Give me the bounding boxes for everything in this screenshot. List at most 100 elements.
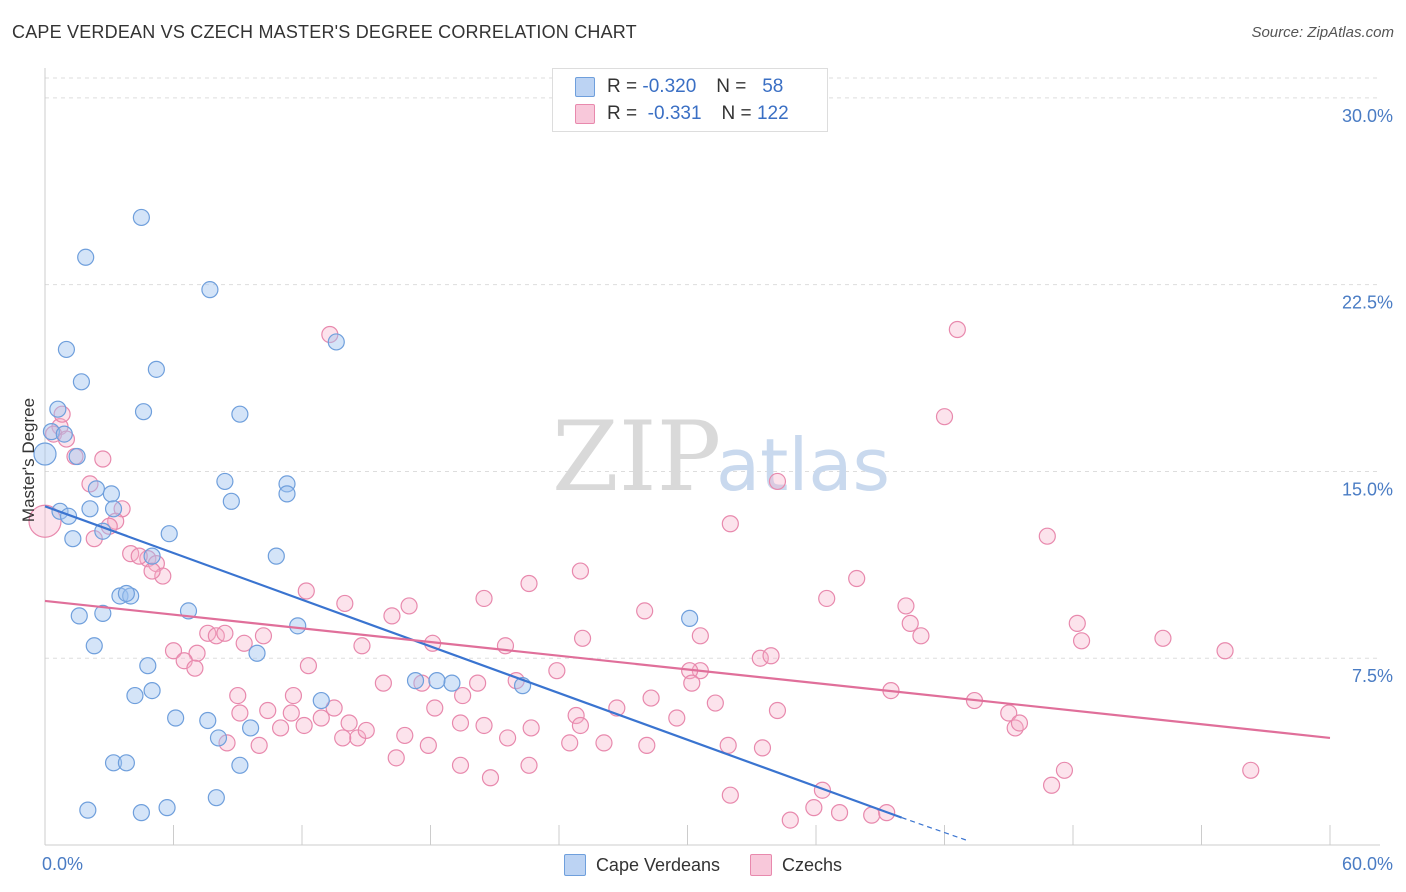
- czech-point-92: [561, 734, 579, 752]
- cape-verdean-point-49: [242, 719, 260, 737]
- cape-verdean-point-9: [231, 405, 249, 423]
- czech-point-118: [218, 734, 236, 752]
- czech-point-41: [691, 627, 709, 645]
- x-tick-label-max: 60.0%: [1342, 854, 1393, 874]
- czech-point-101: [357, 721, 375, 740]
- czech-point-80: [259, 701, 277, 720]
- r-value: -0.320: [642, 76, 697, 97]
- axes: [44, 68, 1380, 846]
- cape-verdean-point-14: [216, 472, 234, 491]
- czech-point-110: [805, 799, 823, 817]
- czech-point-97: [250, 736, 268, 754]
- czechs-points: [28, 320, 1260, 829]
- czech-point-25: [520, 574, 538, 593]
- czech-point-76: [426, 699, 444, 717]
- czech-point-6: [94, 450, 112, 468]
- y-tick-label-22-5: 22.5%: [1342, 293, 1393, 313]
- czech-point-60: [762, 647, 780, 665]
- watermark-atlas-text: atlas: [716, 423, 890, 507]
- trend-lines: [44, 505, 1331, 841]
- cape-verdean-point-48: [199, 711, 217, 730]
- czech-point-51: [164, 642, 183, 660]
- cape-verdean-point-40: [443, 674, 461, 692]
- legend-label: Czechs: [782, 854, 843, 875]
- n-value: 122: [756, 103, 789, 124]
- cape-verdean-point-3: [57, 340, 76, 359]
- czech-point-78: [469, 674, 487, 692]
- czech-point-29: [336, 594, 354, 613]
- y-axis-label: Master's Degree: [19, 398, 38, 522]
- cape-verdean-point-28: [143, 547, 161, 565]
- cape-verdean-point-37: [85, 637, 103, 655]
- cape-verdean-point-43: [312, 691, 330, 710]
- y-tick-label-7-5: 7.5%: [1352, 666, 1393, 686]
- czech-point-35: [901, 614, 919, 632]
- cape-verdean-point-41: [406, 672, 425, 690]
- czech-point-72: [229, 686, 247, 705]
- czech-point-21: [768, 472, 787, 491]
- chart-source: Source: ZipAtlas.com: [1251, 24, 1394, 41]
- correlation-legend: R = -0.320 N = 58 R = -0.331 N = 122: [552, 68, 828, 132]
- czech-point-40: [912, 627, 930, 645]
- cape-verdean-point-33: [70, 607, 88, 625]
- czech-point-74: [374, 674, 392, 692]
- cape-verdean-point-50: [209, 729, 228, 747]
- czech-point-15: [130, 547, 148, 565]
- czech-point-98: [271, 719, 290, 737]
- legend-item-czechs[interactable]: Czechs: [750, 854, 842, 876]
- czech-point-89: [499, 729, 517, 747]
- cape-verdean-point-56: [79, 801, 97, 819]
- czech-point-102: [387, 749, 405, 767]
- czech-point-119: [334, 729, 352, 747]
- cape-verdean-point-13: [68, 447, 86, 466]
- cape-verdean-point-6: [72, 373, 91, 391]
- czech-point-103: [451, 756, 470, 774]
- czech-point-39: [1216, 642, 1234, 660]
- czech-point-112: [830, 804, 849, 822]
- czech-point-105: [520, 756, 538, 774]
- legend-item-cape-verdeans[interactable]: Cape Verdeans: [563, 854, 720, 876]
- czech-point-42: [573, 629, 592, 647]
- czech-point-33: [848, 569, 866, 588]
- legend-row-cape-verdeans: R = -0.320 N = 58: [575, 74, 783, 100]
- czech-point-31: [400, 597, 418, 615]
- cape-verdean-point-52: [117, 754, 135, 772]
- czech-point-61: [683, 674, 701, 692]
- legend-row-czechs: R = -0.331 N = 122: [575, 101, 789, 127]
- cape-verdean-trend-line: [44, 505, 903, 819]
- cape-verdean-point-11: [55, 425, 73, 443]
- cape-verdean-point-0: [132, 208, 150, 227]
- czech-point-17: [143, 562, 161, 580]
- czech-point-32: [818, 589, 836, 608]
- cape-verdean-point-16: [87, 480, 106, 498]
- cape-verdean-point-38: [248, 644, 266, 662]
- czech-point-54: [186, 659, 204, 677]
- czech-point-73: [325, 699, 343, 717]
- series-legend: Cape Verdeans Czechs: [0, 850, 1406, 880]
- czech-point-55: [299, 657, 318, 675]
- czech-point-37: [1072, 632, 1091, 650]
- cape-verdean-point-7: [49, 400, 67, 418]
- czech-point-84: [231, 704, 249, 722]
- czech-point-16: [154, 567, 172, 585]
- czech-point-47: [254, 627, 273, 645]
- czech-point-109: [721, 786, 739, 804]
- czech-point-52: [188, 644, 206, 662]
- legend-swatch-pink: [575, 104, 595, 124]
- czech-point-56: [548, 662, 566, 680]
- cape-verdean-point-18: [222, 492, 240, 510]
- czech-point-91: [567, 706, 585, 725]
- czech-point-86: [419, 736, 437, 754]
- cape-verdean-point-2: [201, 281, 219, 299]
- cape-verdean-point-47: [167, 709, 185, 727]
- czech-point-117: [1242, 761, 1260, 779]
- czech-point-71: [284, 686, 303, 705]
- czech-point-94: [595, 734, 613, 752]
- cape-verdean-point-39: [139, 657, 157, 675]
- czech-point-59: [751, 649, 769, 667]
- czech-point-85: [396, 726, 414, 745]
- cape-verdean-point-8: [134, 403, 153, 421]
- tick-labels: Master's Degree 0.0% 60.0% 7.5% 15.0% 22…: [19, 106, 1393, 874]
- czech-point-90: [522, 719, 540, 737]
- cape-verdean-point-1: [77, 248, 95, 266]
